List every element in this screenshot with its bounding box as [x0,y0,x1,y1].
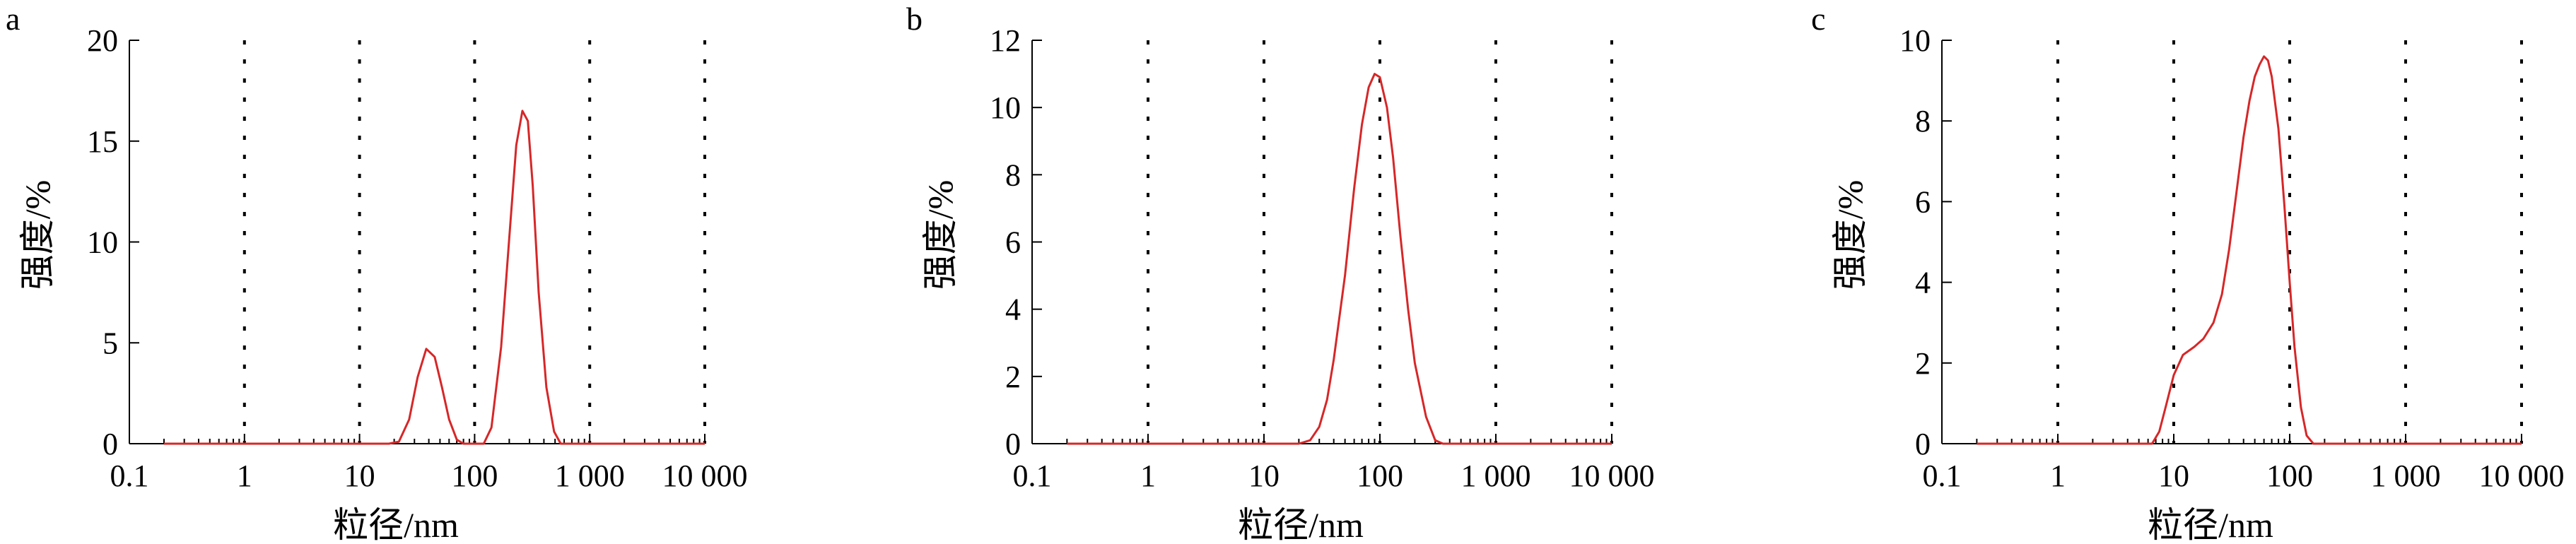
y-tick-label: 4 [1005,292,1021,327]
y-tick-label: 5 [103,326,118,360]
y-tick-label: 10 [1899,23,1931,58]
y-tick-label: 0 [1915,427,1931,461]
y-tick-label: 2 [1915,346,1931,381]
x-tick-label: 10 [344,459,375,493]
x-tick-label: 100 [451,459,498,493]
x-tick-label: 100 [2266,459,2313,493]
x-tick-label: 0.1 [110,459,149,493]
y-tick-label: 10 [990,90,1021,125]
y-tick-label: 10 [87,225,118,260]
panel-label: c [1811,1,1825,37]
y-tick-label: 15 [87,124,118,159]
y-tick-label: 0 [103,427,118,461]
y-axis-title: 强度/% [1830,180,1870,290]
x-tick-label: 100 [1357,459,1403,493]
x-tick-label: 10 000 [1569,459,1655,493]
series-line [164,110,705,445]
y-tick-label: 4 [1915,266,1931,300]
x-tick-label: 1 [237,459,252,493]
panel-label: b [906,1,923,37]
x-tick-label: 10 [1248,459,1280,493]
x-tick-label: 1 000 [555,459,625,493]
x-tick-label: 10 [2158,459,2189,493]
x-axis-title: 粒径/nm [333,505,459,544]
x-tick-label: 0.1 [1923,459,1962,493]
x-tick-label: 10 000 [662,459,748,493]
series-line [1977,55,2522,445]
y-tick-label: 6 [1915,184,1931,219]
x-axis-title: 粒径/nm [2148,505,2273,544]
x-tick-label: 1 [1140,459,1156,493]
y-tick-label: 20 [87,23,118,58]
y-axis-title: 强度/% [18,180,57,290]
x-tick-label: 10 000 [2479,459,2565,493]
x-tick-label: 1 000 [2371,459,2441,493]
y-tick-label: 0 [1005,427,1021,461]
y-tick-label: 2 [1005,360,1021,394]
x-tick-label: 0.1 [1013,459,1052,493]
x-axis-title: 粒径/nm [1238,505,1364,544]
y-axis-title: 强度/% [920,180,960,290]
chart-panel-a: 0.1 1 10 100 1 000 10 000 0 5 10 15 20 粒径/nm 强度/% a [6,1,748,544]
y-tick-label: 8 [1915,104,1931,138]
series-line [1067,73,1612,445]
y-tick-label: 12 [990,23,1021,58]
chart-panel-b: 0.1 1 10 100 1 000 10 000 0 2 4 6 8 10 12 粒径/nm 强度/% b [906,1,1655,544]
x-tick-label: 1 [2050,459,2066,493]
y-tick-label: 6 [1005,225,1021,260]
x-tick-label: 1 000 [1461,459,1531,493]
y-tick-label: 8 [1005,158,1021,192]
chart-panel-c: 0.1 1 10 100 1 000 10 000 0 2 4 6 8 10 粒径/nm 强度/% c [1811,1,2565,544]
panel-label: a [6,1,20,37]
